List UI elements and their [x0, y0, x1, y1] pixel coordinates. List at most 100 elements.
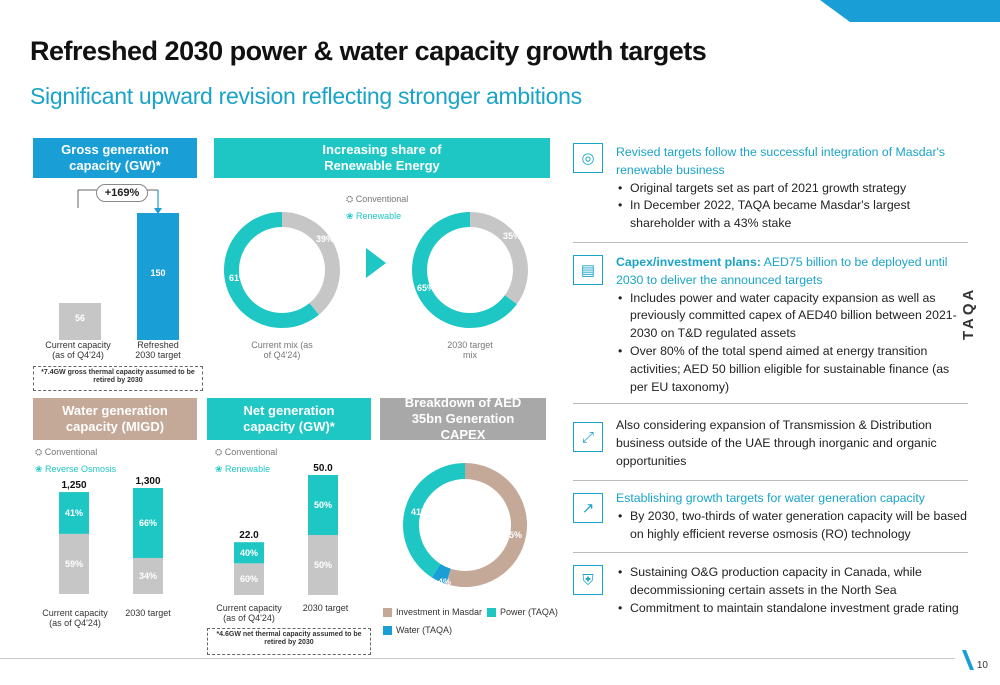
block-td-expansion: Also considering expansion of Transmissi… — [616, 418, 937, 468]
page-title: Refreshed 2030 power & water capacity gr… — [30, 36, 707, 66]
net-legend-renewable: ❀ Renewable — [215, 464, 271, 474]
conventional-icon: ⛭ — [215, 447, 225, 457]
corner-accent — [820, 0, 1000, 22]
bar-segment-conv — [133, 557, 163, 594]
donut1-caption: Current mix (as of Q4'24) — [251, 340, 313, 361]
net-capacity-header: Net generation capacity (GW)* — [207, 398, 371, 440]
gross-capacity-header: Gross generation capacity (GW)* — [33, 138, 197, 178]
capex-donut — [403, 463, 527, 587]
growth-badge: +169% — [96, 184, 148, 202]
block1-lead: Revised targets follow the successful in… — [616, 145, 946, 177]
capex-legend-masdar: Investment in Masdar — [383, 607, 482, 618]
bar-segment-ren — [234, 542, 264, 564]
divider — [573, 403, 968, 404]
conventional-icon: ⛭ — [346, 194, 356, 204]
block-og-rating: Sustaining O&G production capacity in Ca… — [616, 564, 968, 617]
gross-xlabel-current: Current capacity (as of Q4'24) — [45, 340, 111, 361]
donut1-conv-pct: 39% — [316, 234, 335, 244]
conventional-icon: ⛭ — [35, 447, 45, 457]
target-icon: ◎ — [573, 143, 603, 173]
bar-total-label: 50.0 — [313, 463, 333, 474]
legend-renewable: ❀ Renewable — [346, 211, 402, 221]
bar-label-56: 56 — [74, 313, 85, 323]
reverse-osmosis-icon: ❀ — [35, 464, 46, 474]
donut2-conv-pct: 35% — [503, 231, 522, 241]
footer-accent-icon — [962, 650, 974, 670]
bar-current-capacity — [59, 303, 101, 340]
renewable-icon: ❀ — [346, 211, 357, 221]
block-masdar-integration: Revised targets follow the successful in… — [616, 144, 968, 233]
capex-pct-water: 4% — [438, 577, 452, 587]
net-xlabel-target: 2030 target — [302, 603, 349, 613]
slice-power-taqa- — [403, 463, 465, 578]
bar-segment-conv — [59, 533, 89, 594]
page-subtitle: Significant upward revision reflecting s… — [30, 83, 582, 109]
bar-pct-label: 50% — [314, 560, 332, 570]
bar-pct-label: 59% — [65, 559, 83, 569]
net-xlabel-current: Current capacity (as of Q4'24) — [216, 603, 282, 624]
bar-total-label: 1,300 — [135, 476, 160, 487]
water-bar-chart: 59% 41% 1,250 34% 66% 1,300 — [59, 476, 163, 594]
bar-pct-label: 66% — [139, 518, 157, 528]
bar-segment-conv — [234, 563, 264, 595]
block2-lead-bold: Capex/investment plans: — [616, 255, 761, 269]
donut2-caption: 2030 target mix — [447, 340, 493, 361]
block1-bullet: In December 2022, TAQA became Masdar's l… — [616, 197, 968, 233]
net-bar-chart: 60% 40% 22.0 50% 50% 50.0 — [234, 463, 338, 595]
block4-bullet: By 2030, two-thirds of water generation … — [616, 508, 968, 544]
net-note: *4.6GW net thermal capacity assumed to b… — [207, 628, 371, 655]
block2-bullet: Includes power and water capacity expans… — [616, 290, 968, 343]
shield-icon: ⛨ — [573, 565, 603, 595]
block-water-targets: Establishing growth targets for water ge… — [616, 490, 968, 543]
gross-note: *7.4GW gross thermal capacity assumed to… — [33, 366, 203, 391]
block1-bullet: Original targets set as part of 2021 gro… — [616, 180, 968, 198]
calendar-icon: ▤ — [573, 255, 603, 285]
water-xlabel-current: Current capacity (as of Q4'24) — [42, 608, 108, 629]
block5-bullet: Sustaining O&G production capacity in Ca… — [616, 564, 968, 600]
donut1-ren-pct: 61% — [229, 273, 248, 283]
bar-label-150: 150 — [150, 268, 166, 278]
bar-pct-label: 50% — [314, 500, 332, 510]
footer-line — [0, 658, 955, 659]
water-legend-conventional: ⛭ Conventional — [35, 447, 98, 457]
capex-legend-power: Power (TAQA) — [487, 607, 558, 618]
expand-icon: ⤢ — [573, 422, 603, 452]
capex-pct-power: 41% — [411, 507, 430, 517]
bar-2030-target — [137, 213, 179, 340]
divider — [573, 242, 968, 243]
bar-pct-label: 34% — [139, 571, 157, 581]
slice-investment-in-masdar — [445, 463, 527, 587]
donut2-ren-pct: 65% — [417, 283, 436, 293]
slice-conventional — [470, 212, 528, 305]
growth-chart-icon: ↗ — [573, 493, 603, 523]
renewable-share-header: Increasing share of Renewable Energy — [214, 138, 550, 178]
capex-header: Breakdown of AED 35bn Generation CAPEX — [380, 395, 546, 442]
capex-legend-water: Water (TAQA) — [383, 625, 452, 636]
legend-conventional: ⛭ Conventional — [346, 194, 409, 204]
block5-bullet: Commitment to maintain standalone invest… — [616, 600, 968, 618]
net-legend-conventional: ⛭ Conventional — [215, 447, 278, 457]
bar-segment-ro — [133, 488, 163, 558]
block2-bullet: Over 80% of the total spend aimed at ene… — [616, 343, 968, 396]
gross-xlabel-target: Refreshed 2030 target — [135, 340, 181, 361]
slice-renewable — [224, 212, 319, 328]
bar-segment-ro — [59, 492, 89, 534]
bar-segment-ren — [308, 475, 338, 535]
block2-lead: AED75 billion to be deployed until 2030 … — [616, 255, 948, 287]
slice-water-taqa- — [431, 563, 451, 584]
renewable-icon: ❀ — [215, 464, 226, 474]
water-xlabel-target: 2030 target — [125, 608, 171, 618]
water-legend-ro: ❀ Reverse Osmosis — [35, 464, 117, 474]
gross-capacity-chart — [59, 189, 179, 340]
page-number: 10 — [976, 660, 988, 671]
slice-renewable — [412, 212, 517, 328]
arrow-icon — [366, 248, 386, 278]
bar-pct-label: 41% — [65, 508, 83, 518]
block4-lead: Establishing growth targets for water ge… — [616, 491, 925, 505]
taqa-logo: TAQA — [960, 286, 977, 340]
bar-total-label: 22.0 — [239, 530, 259, 541]
bar-total-label: 1,250 — [61, 480, 86, 491]
renewable-share-donuts — [224, 212, 528, 328]
water-capacity-header: Water generation capacity (MIGD) — [33, 398, 197, 440]
slice-conventional — [282, 212, 340, 315]
